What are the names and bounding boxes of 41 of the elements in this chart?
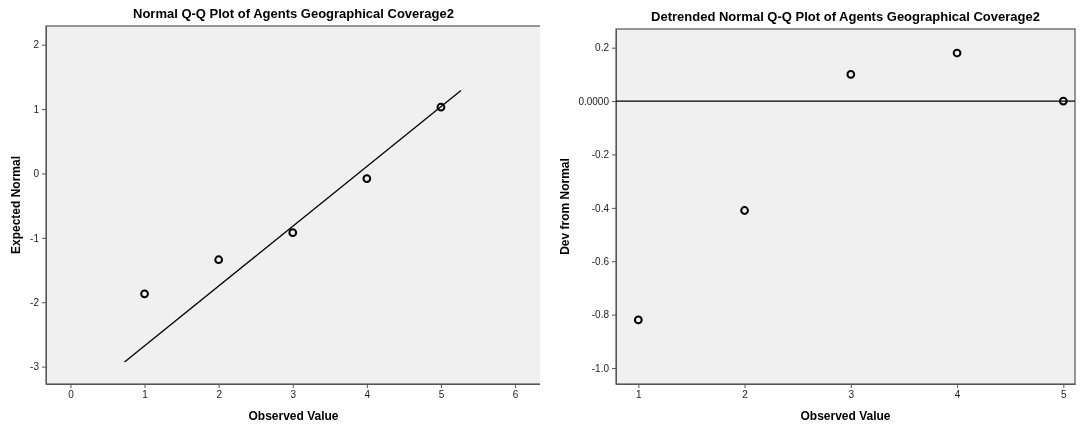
y-tick-label: 0.0000	[578, 95, 610, 107]
x-tick-label: 3	[848, 389, 855, 401]
x-tick-label: 1	[142, 389, 149, 401]
chart-title: Detrended Normal Q-Q Plot of Agents Geographical Coverage2	[651, 9, 1040, 24]
x-tick-label: 5	[438, 389, 445, 401]
y-tick-label: 0	[33, 168, 40, 180]
y-tick-label: -2	[30, 296, 40, 308]
y-tick-label: -0.6	[591, 255, 610, 267]
x-tick-label: 0	[68, 389, 75, 401]
y-tick-label: 2	[33, 39, 40, 51]
point	[214, 255, 224, 265]
x-tick-label: 4	[364, 389, 371, 401]
y-axis-title: Expected Normal	[9, 155, 23, 255]
x-tick-label: 6	[512, 389, 519, 401]
y-tick-label: -0.4	[591, 202, 610, 214]
y-tick-label: -0.2	[591, 149, 610, 161]
point	[436, 102, 446, 112]
point	[740, 206, 749, 215]
point	[288, 228, 298, 238]
y-tick-label: 0.2	[595, 42, 610, 54]
point	[362, 174, 372, 183]
y-tick-label: -1	[30, 232, 40, 244]
y-tick-label: -0.8	[591, 309, 610, 321]
y-tick-label: -1.0	[591, 362, 610, 374]
x-tick-label: 1	[636, 389, 643, 401]
x-axis-title: Observed Value	[248, 409, 339, 423]
point	[140, 289, 149, 299]
x-tick-label: 5	[1061, 389, 1068, 401]
point	[846, 70, 856, 79]
chart-title: Normal Q-Q Plot of Agents Geographical Coverage2	[133, 6, 454, 21]
point	[952, 48, 962, 58]
y-tick-label: 1	[33, 103, 40, 115]
x-tick-label: 4	[954, 389, 961, 401]
point	[1058, 96, 1068, 106]
y-tick-label: -3	[30, 361, 40, 373]
x-tick-label: 2	[216, 389, 223, 401]
x-axis-title: Observed Value	[800, 409, 891, 423]
y-axis-title: Dev from Normal	[558, 158, 572, 255]
x-tick-label: 3	[290, 389, 297, 401]
x-tick-label: 2	[742, 389, 749, 401]
point	[633, 315, 643, 325]
